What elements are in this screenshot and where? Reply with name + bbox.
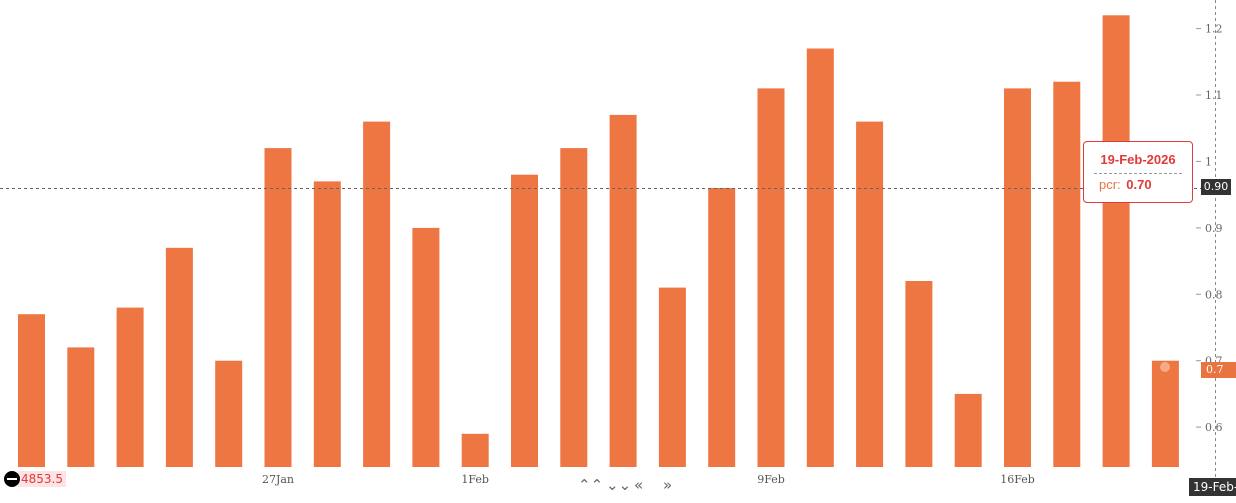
x-tick-label: 27Jan	[262, 473, 294, 486]
tooltip-divider	[1094, 173, 1182, 174]
scroll-down-icon[interactable]: ⌄⌄	[606, 476, 632, 494]
y-tick-label: 1.1	[1205, 89, 1223, 102]
bar[interactable]	[264, 148, 292, 467]
bar[interactable]	[215, 360, 243, 467]
x-tick-label: 1Feb	[461, 473, 489, 486]
crosshair-y-value-badge: 0.90	[1201, 179, 1231, 195]
pan-left-icon[interactable]: «	[634, 476, 644, 494]
left-value-badge: 4853.5	[4, 470, 66, 488]
bar[interactable]	[313, 181, 341, 467]
bar[interactable]	[757, 88, 785, 468]
bar[interactable]	[905, 281, 933, 467]
bar[interactable]	[511, 174, 538, 467]
bar[interactable]	[18, 314, 45, 467]
bar[interactable]	[363, 121, 391, 467]
y-tick-label: 0.6	[1205, 421, 1223, 434]
bar[interactable]	[806, 48, 834, 468]
tooltip-label: pcr:	[1099, 177, 1121, 192]
current-value-badge: 0.7	[1201, 362, 1236, 378]
bar[interactable]	[856, 121, 884, 467]
bar[interactable]	[67, 347, 95, 467]
bar[interactable]	[412, 227, 440, 467]
tooltip-row: pcr: 0.70	[1099, 177, 1152, 192]
bar[interactable]	[1053, 81, 1081, 467]
tooltip-date: 19-Feb-2026	[1100, 152, 1176, 167]
x-axis: 27Jan 1Feb 9Feb 16Feb	[262, 473, 1035, 486]
scroll-up-icon[interactable]: ⌃⌃	[578, 476, 604, 494]
bar[interactable]	[1102, 15, 1130, 468]
hover-point-marker	[1160, 362, 1170, 372]
bar[interactable]	[609, 114, 637, 468]
bar[interactable]	[116, 307, 144, 467]
left-value: 4853.5	[18, 471, 66, 487]
bar[interactable]	[461, 433, 489, 467]
bar[interactable]	[560, 148, 588, 467]
bar[interactable]	[165, 247, 193, 467]
y-tick-label: 0.9	[1205, 222, 1223, 235]
y-tick-label: 1.2	[1205, 23, 1223, 36]
bar[interactable]	[708, 188, 736, 467]
bar[interactable]	[1004, 88, 1031, 468]
tooltip-value: 0.70	[1126, 177, 1152, 192]
bar[interactable]	[954, 393, 982, 467]
x-tick-label: 9Feb	[757, 473, 785, 486]
y-tick-label: 0.8	[1205, 288, 1223, 301]
bar[interactable]	[1151, 360, 1179, 467]
x-tick-label: 16Feb	[1000, 473, 1035, 486]
bars-group	[18, 15, 1179, 468]
crosshair-date-badge: 19-Feb-	[1189, 478, 1236, 496]
hover-tooltip: 19-Feb-2026 pcr: 0.70	[1083, 141, 1193, 203]
pan-right-icon[interactable]: »	[663, 476, 673, 494]
minus-circle-icon[interactable]	[4, 471, 20, 487]
y-tick-label: 1	[1205, 155, 1212, 168]
bar[interactable]	[658, 287, 686, 467]
